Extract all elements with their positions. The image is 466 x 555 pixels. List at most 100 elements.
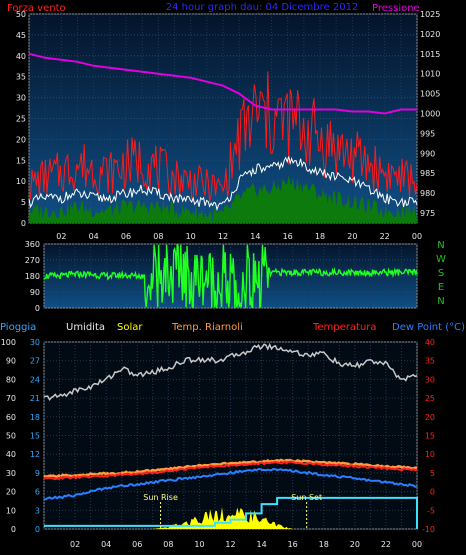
p3-ytick-inner-0: 0: [35, 525, 40, 534]
p3-ytick-inner-15: 15: [30, 432, 40, 441]
temperatura-series: [43, 460, 418, 481]
p3-xtick-06: 06: [132, 540, 142, 549]
wind-direction-series: [43, 243, 418, 309]
p3-xtick-04: 04: [101, 540, 111, 549]
p1-ytick-right-975: 975: [420, 209, 435, 218]
p3-xtick-16: 16: [288, 540, 298, 549]
legend-dew-point: Dew Point (°C): [392, 322, 465, 333]
p3-ytick-right-30: 30: [425, 375, 435, 384]
p3-ytick-inner-18: 18: [30, 413, 40, 422]
solar-area: [44, 507, 417, 529]
wind-pressure-panel: 0510152025303540455097598098599099510001…: [16, 10, 441, 241]
p3-ytick-right-20: 20: [425, 413, 435, 422]
p2-ytick-180: 180: [25, 272, 40, 281]
p1-ytick-right-990: 990: [420, 149, 435, 158]
p1-xtick-16: 16: [283, 232, 293, 241]
p3-ytick-inner-27: 27: [30, 357, 40, 366]
wind-speed-area: [29, 175, 417, 223]
p1-ytick-right-985: 985: [420, 169, 435, 178]
humidity-series: [43, 342, 418, 402]
p3-xtick-18: 18: [319, 540, 329, 549]
p1-ytick-left-30: 30: [16, 94, 26, 103]
p3-ytick-left-70: 70: [6, 394, 16, 403]
p3-ytick-left-50: 50: [6, 432, 16, 441]
p1-ytick-right-1015: 1015: [420, 50, 440, 59]
p1-ytick-right-980: 980: [420, 189, 435, 198]
p1-xtick-12: 12: [218, 232, 228, 241]
p1-ytick-right-1005: 1005: [420, 90, 440, 99]
p3-ytick-left-20: 20: [6, 488, 16, 497]
p3-ytick-left-10: 10: [6, 506, 16, 515]
p3-ytick-inner-30: 30: [30, 338, 40, 347]
wind-average-series: [28, 156, 418, 212]
p3-xtick-22: 22: [381, 540, 391, 549]
sunset-label: Sun Set: [291, 493, 322, 502]
p1-ytick-left-20: 20: [16, 135, 26, 144]
p3-ytick-left-0: 0: [11, 525, 16, 534]
p3-ytick-left-60: 60: [6, 413, 16, 422]
p3-xtick-12: 12: [225, 540, 235, 549]
p1-ytick-right-1020: 1020: [420, 30, 440, 39]
legend-temperatura: Temperatura: [312, 322, 377, 333]
compass-label-2: S: [438, 268, 444, 279]
p1-ytick-left-25: 25: [16, 115, 26, 124]
p1-xtick-20: 20: [347, 232, 357, 241]
p3-xtick-14: 14: [256, 540, 266, 549]
pressure-axis-title: Pressione: [372, 3, 420, 14]
pressure-series: [28, 52, 417, 115]
p3-ytick-left-90: 90: [6, 357, 16, 366]
compass-label-3: E: [438, 282, 444, 293]
rain-series: [44, 496, 418, 529]
p1-ytick-left-10: 10: [16, 177, 26, 186]
p1-xtick-00: 00: [412, 232, 422, 241]
p3-ytick-right-10: 10: [425, 450, 435, 459]
legend-umidita: Umidita: [66, 322, 105, 333]
p2-ytick-360: 360: [25, 240, 40, 249]
p1-xtick-10: 10: [186, 232, 196, 241]
p1-ytick-right-1000: 1000: [420, 110, 440, 119]
p3-xtick-10: 10: [194, 540, 204, 549]
wind-gust-series: [29, 71, 418, 202]
p1-ytick-left-40: 40: [16, 52, 26, 61]
p3-ytick-inner-6: 6: [35, 488, 40, 497]
p2-ytick-0: 0: [35, 304, 40, 313]
p1-xtick-14: 14: [250, 232, 260, 241]
p3-xtick-20: 20: [350, 540, 360, 549]
legend-temp-riarnoli: Temp. Riarnoli: [171, 322, 243, 333]
p3-ytick-right-5: 5: [430, 469, 435, 478]
p3-ytick-left-80: 80: [6, 375, 16, 384]
p1-xtick-04: 04: [89, 232, 99, 241]
p1-ytick-right-995: 995: [420, 129, 435, 138]
p2-ytick-270: 270: [25, 256, 40, 265]
p1-xtick-06: 06: [121, 232, 131, 241]
p1-ytick-left-45: 45: [16, 31, 26, 40]
p1-xtick-18: 18: [315, 232, 325, 241]
p1-xtick-22: 22: [380, 232, 390, 241]
p3-ytick-inner-12: 12: [30, 450, 40, 459]
p3-xtick-02: 02: [70, 540, 80, 549]
p3-ytick-right-35: 35: [425, 357, 435, 366]
p2-ytick-90: 90: [30, 288, 40, 297]
p1-ytick-right-1010: 1010: [420, 70, 440, 79]
temp-riarnoli-series: [43, 458, 418, 479]
legend-solar: Solar: [117, 322, 143, 333]
compass-label-4: N: [437, 296, 444, 307]
p3-ytick-right--10: -10: [422, 525, 435, 534]
dew-point-series: [44, 467, 418, 501]
p3-ytick-inner-24: 24: [30, 375, 40, 384]
p3-xtick-00: 00: [412, 540, 422, 549]
compass-label-0: N: [437, 240, 444, 251]
sunrise-label: Sun Rise: [143, 493, 178, 502]
legend-pioggia: Pioggia: [0, 322, 36, 333]
p3-ytick-left-30: 30: [6, 469, 16, 478]
p3-ytick-inner-3: 3: [35, 506, 40, 515]
wind-axis-title: Forza vento: [7, 3, 66, 14]
p1-ytick-left-15: 15: [16, 156, 26, 165]
chart-title: 24 hour graph dau: 04 Dicembre 2012: [166, 2, 359, 13]
p3-ytick-right-15: 15: [425, 432, 435, 441]
p3-ytick-inner-9: 9: [35, 469, 40, 478]
p1-ytick-left-50: 50: [16, 10, 26, 19]
p1-xtick-08: 08: [153, 232, 163, 241]
